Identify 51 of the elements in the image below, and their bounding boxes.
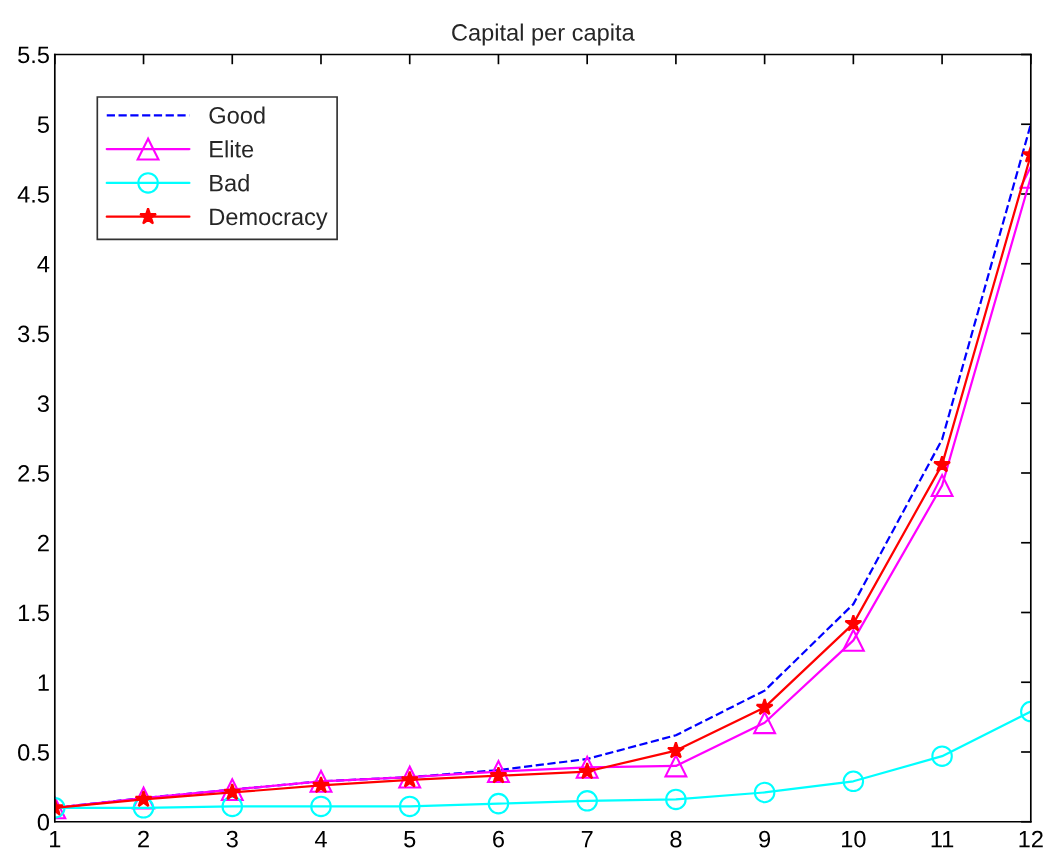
- y-tick-label: 3.5: [18, 325, 49, 343]
- y-tick-label: 4: [37, 256, 50, 273]
- x-tick-label: 4: [314, 830, 327, 848]
- y-tick-label: 1.5: [18, 604, 49, 622]
- x-tick-label: 7: [581, 830, 593, 848]
- legend-label: Bad: [210, 174, 249, 192]
- point: [398, 765, 422, 789]
- point: [844, 614, 863, 632]
- legend-label: Good: [209, 106, 265, 124]
- point: [665, 788, 687, 811]
- point: [487, 792, 510, 815]
- point: [309, 769, 333, 793]
- point: [575, 755, 599, 779]
- point: [576, 790, 598, 812]
- x-tick-label: 10: [842, 830, 866, 848]
- y-tick-label: 5.5: [18, 46, 49, 64]
- y-tick-label: 3: [37, 395, 49, 413]
- point: [931, 745, 953, 767]
- point: [753, 781, 776, 804]
- y-tick-label: 5: [37, 116, 49, 134]
- point: [398, 795, 421, 818]
- point: [221, 795, 244, 818]
- point: [666, 741, 685, 759]
- x-tick-label: 6: [493, 830, 504, 848]
- y-tick-label: 2: [38, 534, 49, 552]
- point: [755, 697, 774, 716]
- point: [486, 760, 510, 783]
- x-tick-label: 5: [404, 830, 416, 848]
- point: [753, 711, 777, 735]
- legend-label: Elite: [210, 140, 254, 158]
- point: [310, 795, 332, 818]
- point: [930, 474, 954, 498]
- point: [220, 778, 244, 802]
- x-tick-label: 11: [931, 830, 954, 848]
- point: [842, 770, 865, 793]
- x-tick-label: 1: [50, 830, 61, 848]
- x-tick-label: 9: [759, 830, 771, 848]
- y-tick-label: 0: [37, 813, 50, 831]
- point: [841, 628, 865, 652]
- x-tick-label: 8: [670, 830, 682, 848]
- chart-title: Capital per capita: [452, 23, 635, 46]
- x-tick-label: 3: [226, 830, 238, 848]
- y-tick-label: 0.5: [18, 744, 49, 761]
- point: [933, 455, 952, 473]
- legend-label: Democracy: [210, 208, 328, 230]
- y-tick-label: 1: [38, 674, 49, 691]
- x-tick-label: 12: [1019, 830, 1043, 848]
- x-tick-label: 2: [138, 830, 149, 848]
- point: [664, 754, 688, 778]
- y-tick-label: 2.5: [18, 465, 49, 482]
- y-tick-label: 4.5: [17, 186, 49, 203]
